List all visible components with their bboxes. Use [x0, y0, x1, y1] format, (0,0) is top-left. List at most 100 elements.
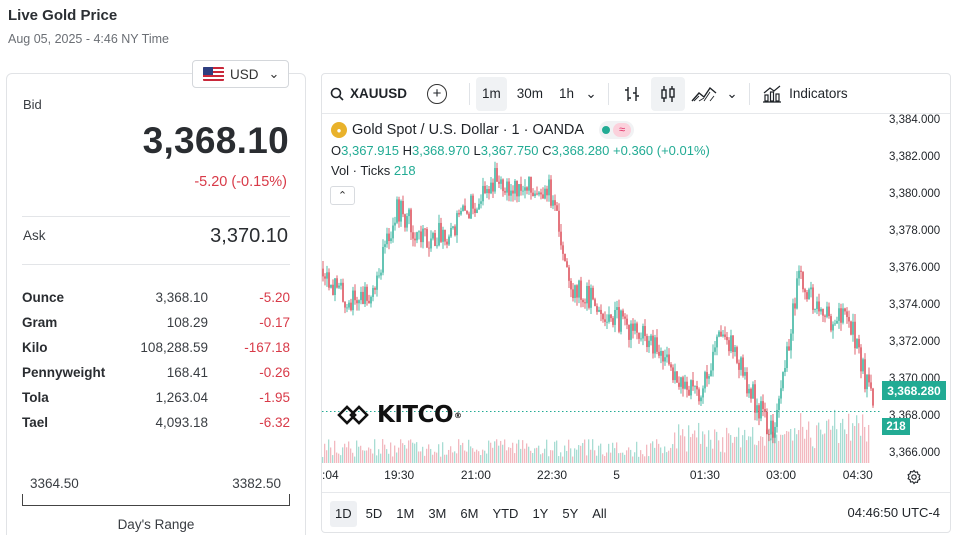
time-axis[interactable]: :04 19:30 21:00 22:30 5 01:30 03:00 04:30 [322, 464, 882, 484]
volume-bar [458, 439, 460, 463]
volume-bar [426, 448, 428, 463]
candle [398, 196, 400, 228]
volume-bar [476, 449, 478, 463]
candle [600, 304, 602, 322]
bar-chart-style-button[interactable] [615, 77, 649, 111]
y-tick-label: 3,378.000 [889, 224, 941, 237]
chart-style-dropdown[interactable]: ⌄ [721, 77, 743, 111]
volume-bar [412, 442, 414, 463]
x-tick-label: 04:30 [842, 468, 873, 482]
volume-bar [504, 439, 506, 463]
volume-bar [456, 453, 458, 463]
candle [724, 326, 726, 340]
candle [396, 196, 398, 225]
volume-bar [792, 440, 794, 463]
volume-bar [670, 447, 672, 463]
candle [706, 365, 708, 387]
range-all[interactable]: All [592, 506, 607, 521]
range-5d[interactable]: 5D [365, 506, 383, 521]
collapse-legend-button[interactable]: ⌃ [330, 186, 355, 205]
candle [514, 178, 516, 201]
low-label: L [473, 143, 481, 158]
kitco-wordmark: KITCO [377, 402, 454, 428]
volume-bar [432, 454, 434, 463]
candle [382, 239, 384, 276]
range-3m[interactable]: 3M [428, 506, 447, 521]
volume-bar [454, 451, 456, 463]
volume-tag: 218 [882, 418, 910, 435]
candle [322, 261, 324, 282]
interval-dropdown[interactable]: ⌄ [580, 77, 602, 111]
candle [602, 312, 604, 323]
volume-bar [816, 425, 818, 463]
candle [422, 225, 424, 249]
volume-bar [694, 430, 696, 463]
candle [560, 224, 562, 250]
volume-bar [614, 448, 616, 463]
volume-bar [624, 454, 626, 463]
indicators-label: Indicators [789, 86, 848, 101]
candle [528, 176, 530, 195]
candle [588, 279, 590, 310]
symbol-search[interactable]: XAUUSD [322, 77, 407, 111]
volume-bar [478, 451, 480, 463]
candle [432, 231, 434, 241]
volume-bar [582, 443, 584, 463]
x-tick-label: 19:30 [384, 468, 415, 482]
range-1y[interactable]: 1Y [532, 506, 549, 521]
currency-select[interactable]: USD ⌄ [192, 60, 289, 88]
area-chart-style-button[interactable] [687, 77, 721, 111]
day-range-label: Day's Range [117, 517, 195, 532]
candle [446, 238, 448, 249]
volume-bar [626, 450, 628, 463]
volume-bar [806, 429, 808, 463]
candle [832, 321, 834, 339]
indicators-icon [763, 85, 782, 103]
candle [800, 265, 802, 279]
candle [686, 376, 688, 398]
chart-clock: 04:46:50 UTC-4 [847, 505, 941, 520]
candle [632, 318, 634, 339]
volume-bar [584, 439, 586, 463]
candle [698, 387, 700, 405]
candles-chart-style-button[interactable] [651, 76, 686, 111]
volume-bar [408, 440, 410, 463]
candle [648, 335, 650, 353]
toolbar-separator [469, 82, 471, 105]
candle [726, 332, 728, 345]
volume-bar [394, 445, 396, 463]
legend-status-pill[interactable]: ≈ [599, 121, 635, 139]
indicators-button[interactable]: Indicators [756, 77, 854, 111]
volume-bar [756, 445, 758, 463]
volume-bar [530, 450, 532, 463]
volume-bar [820, 429, 822, 463]
volume-bar [804, 438, 806, 463]
volume-bar [428, 444, 430, 463]
volume-bar [800, 413, 802, 463]
range-1d[interactable]: 1D [330, 500, 357, 527]
table-row: Tael 4,093.18 -6.32 [22, 415, 290, 440]
candle [368, 294, 370, 304]
settings-icon[interactable] [906, 469, 922, 485]
interval-1m[interactable]: 1m [476, 76, 507, 111]
interval-30m[interactable]: 30m [516, 86, 544, 101]
range-1m[interactable]: 1M [396, 506, 415, 521]
volume-bar [380, 453, 382, 463]
range-ytd[interactable]: YTD [492, 506, 519, 521]
volume-bar [572, 456, 574, 463]
candle [570, 278, 572, 298]
volume-bar [770, 438, 772, 463]
candle [790, 329, 792, 359]
candle [430, 230, 432, 252]
interval-1h[interactable]: 1h [559, 86, 575, 101]
unit-change: -0.17 [259, 315, 290, 330]
volume-bar [474, 451, 476, 463]
range-6m[interactable]: 6M [460, 506, 479, 521]
price-chart[interactable] [322, 115, 882, 465]
volume-bar [720, 451, 722, 463]
compare-symbol-button[interactable]: + [427, 83, 448, 104]
range-5y[interactable]: 5Y [562, 506, 579, 521]
unit-name: Ounce [22, 290, 65, 305]
volume-bar [472, 448, 474, 463]
close-value: 3,368.280 [551, 143, 610, 158]
